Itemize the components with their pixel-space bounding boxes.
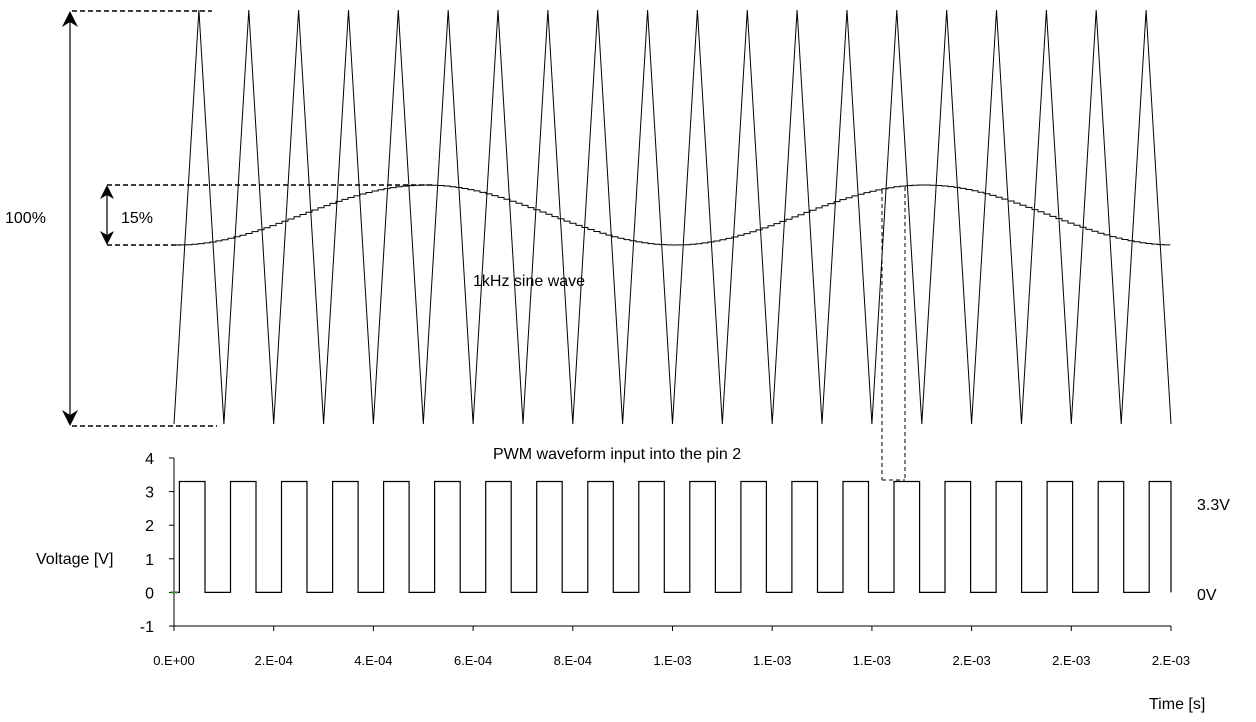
x-tick-label: 1.E-03 (753, 653, 791, 668)
x-tick-labels: 0.E+00 2.E-04 4.E-04 6.E-04 8.E-04 1.E-03 1.E-… (153, 653, 1190, 668)
high-level-label: 3.3V (1197, 497, 1230, 514)
x-tick-label: 2.E-03 (952, 653, 990, 668)
full-scale-label: 100% (5, 210, 46, 227)
low-level-label: 0V (1197, 587, 1217, 604)
y-tick-label: 3 (145, 485, 154, 502)
x-tick-label: 8.E-04 (554, 653, 592, 668)
x-tick-label: 2.E-03 (1052, 653, 1090, 668)
triangle-carrier (174, 10, 1171, 424)
pwm-waveform-label: PWM waveform input into the pin 2 (493, 446, 741, 463)
sine-wave-label: 1kHz sine wave (473, 273, 585, 290)
sine-wave-trace (174, 185, 1170, 245)
y-tick-label: 4 (145, 451, 154, 468)
x-axis-label: Time [s] (1149, 696, 1205, 713)
x-tick-label: 1.E-03 (853, 653, 891, 668)
x-tick-label: 4.E-04 (354, 653, 392, 668)
x-tick-label: 2.E-04 (255, 653, 293, 668)
x-tick-label: 2.E-03 (1152, 653, 1190, 668)
y-tick-label: -1 (140, 619, 154, 636)
y-tick-label: 0 (145, 585, 154, 602)
sine-wave-path (174, 185, 1170, 245)
pwm-series (171, 482, 1171, 593)
y-tick-label: 1 (145, 552, 154, 569)
y-axis-label: Voltage [V] (36, 551, 113, 568)
x-tick-label: 1.E-03 (653, 653, 691, 668)
sine-amplitude-label: 15% (121, 210, 153, 227)
x-tick-label: 6.E-04 (454, 653, 492, 668)
pwm-square-wave (174, 482, 1171, 593)
x-tick-label: 0.E+00 (153, 653, 195, 668)
y-tick-label: 2 (145, 518, 154, 535)
triangle-carrier-trace (174, 10, 1171, 424)
y-tick-labels: 4 3 2 1 0 -1 (140, 451, 154, 636)
axes (169, 458, 1171, 631)
